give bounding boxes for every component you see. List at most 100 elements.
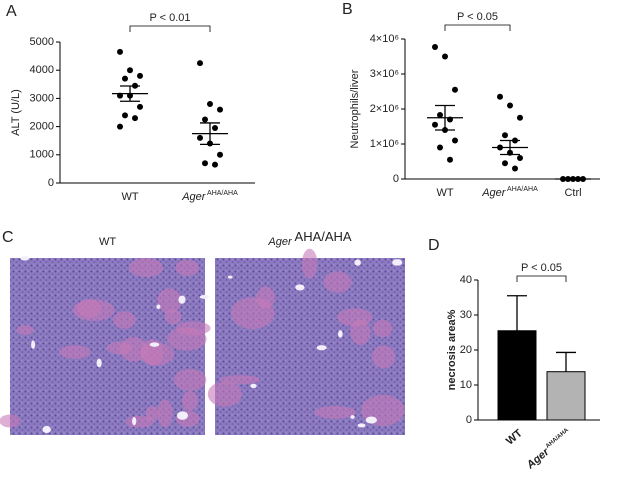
data-dot	[502, 132, 508, 139]
vessel	[250, 383, 257, 389]
data-dot	[212, 125, 218, 132]
data-dot	[442, 53, 448, 60]
vessel	[338, 330, 343, 338]
data-dot	[127, 67, 133, 74]
y-tick-label: 40	[460, 274, 472, 286]
significance-bracket	[516, 275, 567, 282]
vessel	[20, 256, 30, 261]
data-dot	[132, 115, 138, 122]
data-dot	[117, 48, 123, 55]
y-tick-label: 4000	[30, 64, 54, 76]
y-tick-label: 20	[460, 344, 472, 356]
panel-label: A	[6, 3, 17, 20]
data-dot	[517, 114, 523, 121]
data-dot	[512, 165, 518, 172]
bar	[497, 330, 537, 421]
necrosis-area	[175, 321, 211, 336]
necrosis-area	[140, 342, 175, 366]
data-dot	[202, 116, 208, 123]
significance-label: P < 0.05	[457, 11, 498, 23]
data-dot	[122, 75, 128, 82]
y-tick-label: 3×10⁶	[370, 68, 399, 80]
data-dot	[197, 60, 203, 67]
necrosis-area	[59, 345, 91, 359]
x-tick-label: WT	[504, 427, 525, 447]
x-tick-label: Ctrl	[564, 187, 581, 199]
y-tick-label: 0	[393, 173, 399, 185]
bar	[546, 371, 586, 421]
y-tick-label: 1000	[30, 149, 54, 161]
necrosis-area	[119, 337, 148, 362]
necrosis-area	[314, 405, 356, 419]
y-tick-label: 2×10⁶	[370, 103, 399, 115]
vessel	[31, 340, 36, 349]
significance-label: P < 0.01	[149, 12, 190, 24]
vessel	[199, 295, 209, 299]
vessel	[96, 358, 102, 368]
vessel	[176, 411, 189, 420]
y-tick-label: 1×10⁶	[370, 138, 399, 150]
vessel	[357, 423, 366, 428]
necrosis-area	[230, 297, 275, 330]
panel-label: D	[428, 237, 440, 254]
x-tick-label: WT	[121, 191, 138, 203]
x-tick-label: Ager AHA/AHA	[481, 186, 538, 199]
necrosis-area	[372, 319, 393, 338]
data-dot	[212, 161, 218, 168]
vessel	[350, 415, 355, 419]
y-tick-label: 3000	[30, 92, 54, 104]
vessel	[354, 259, 361, 266]
vessel	[227, 275, 233, 279]
y-tick-label: 4×10⁶	[370, 33, 399, 45]
necrosis-area	[207, 381, 243, 407]
vessel	[149, 342, 160, 347]
histology-image	[207, 248, 405, 435]
necrosis-area	[371, 345, 396, 369]
vessel	[316, 345, 327, 351]
necrosis-area	[77, 299, 101, 318]
data-dot	[117, 123, 123, 130]
necrosis-area	[16, 325, 34, 335]
significance-bracket	[129, 25, 211, 32]
data-dot	[217, 151, 223, 158]
vessel	[365, 416, 377, 424]
y-tick-label: 0	[466, 414, 472, 426]
data-dot	[507, 102, 513, 109]
necrosis-area	[129, 257, 164, 278]
data-dot	[217, 106, 223, 113]
data-dot	[137, 72, 143, 79]
necrosis-area	[219, 375, 261, 385]
necrosis-area	[145, 406, 160, 421]
vessel	[156, 304, 161, 309]
data-dot	[497, 93, 503, 100]
necrosis-area	[0, 414, 21, 428]
x-tick-label: WT	[436, 187, 453, 199]
significance-bracket	[444, 24, 511, 31]
necrosis-area	[125, 415, 154, 428]
data-dot	[137, 103, 143, 110]
necrosis-area	[323, 271, 352, 293]
data-dot	[122, 112, 128, 119]
data-dot	[432, 44, 438, 51]
necrosis-area	[157, 288, 182, 314]
data-dot	[197, 134, 203, 141]
image-label: WT	[99, 236, 116, 248]
y-tick-label: 10	[460, 379, 472, 391]
data-dot	[437, 144, 443, 151]
y-axis-label: Neutrophils/liver	[349, 69, 361, 148]
data-dot	[202, 160, 208, 167]
panel-label: B	[342, 1, 353, 18]
data-dot	[432, 121, 438, 128]
y-tick-label: 5000	[30, 36, 54, 48]
y-tick-label: 0	[48, 177, 54, 189]
x-tick-label: Ager AHA/AHA	[524, 427, 575, 472]
significance-label: P < 0.05	[521, 262, 562, 274]
x-tick-label: Ager AHA/AHA	[181, 190, 238, 203]
vessel	[392, 259, 403, 266]
data-dot	[502, 160, 508, 167]
vessel	[132, 417, 137, 426]
y-axis-label: necrosis area%	[446, 309, 458, 390]
vessel	[295, 284, 305, 291]
necrosis-area	[337, 308, 373, 327]
